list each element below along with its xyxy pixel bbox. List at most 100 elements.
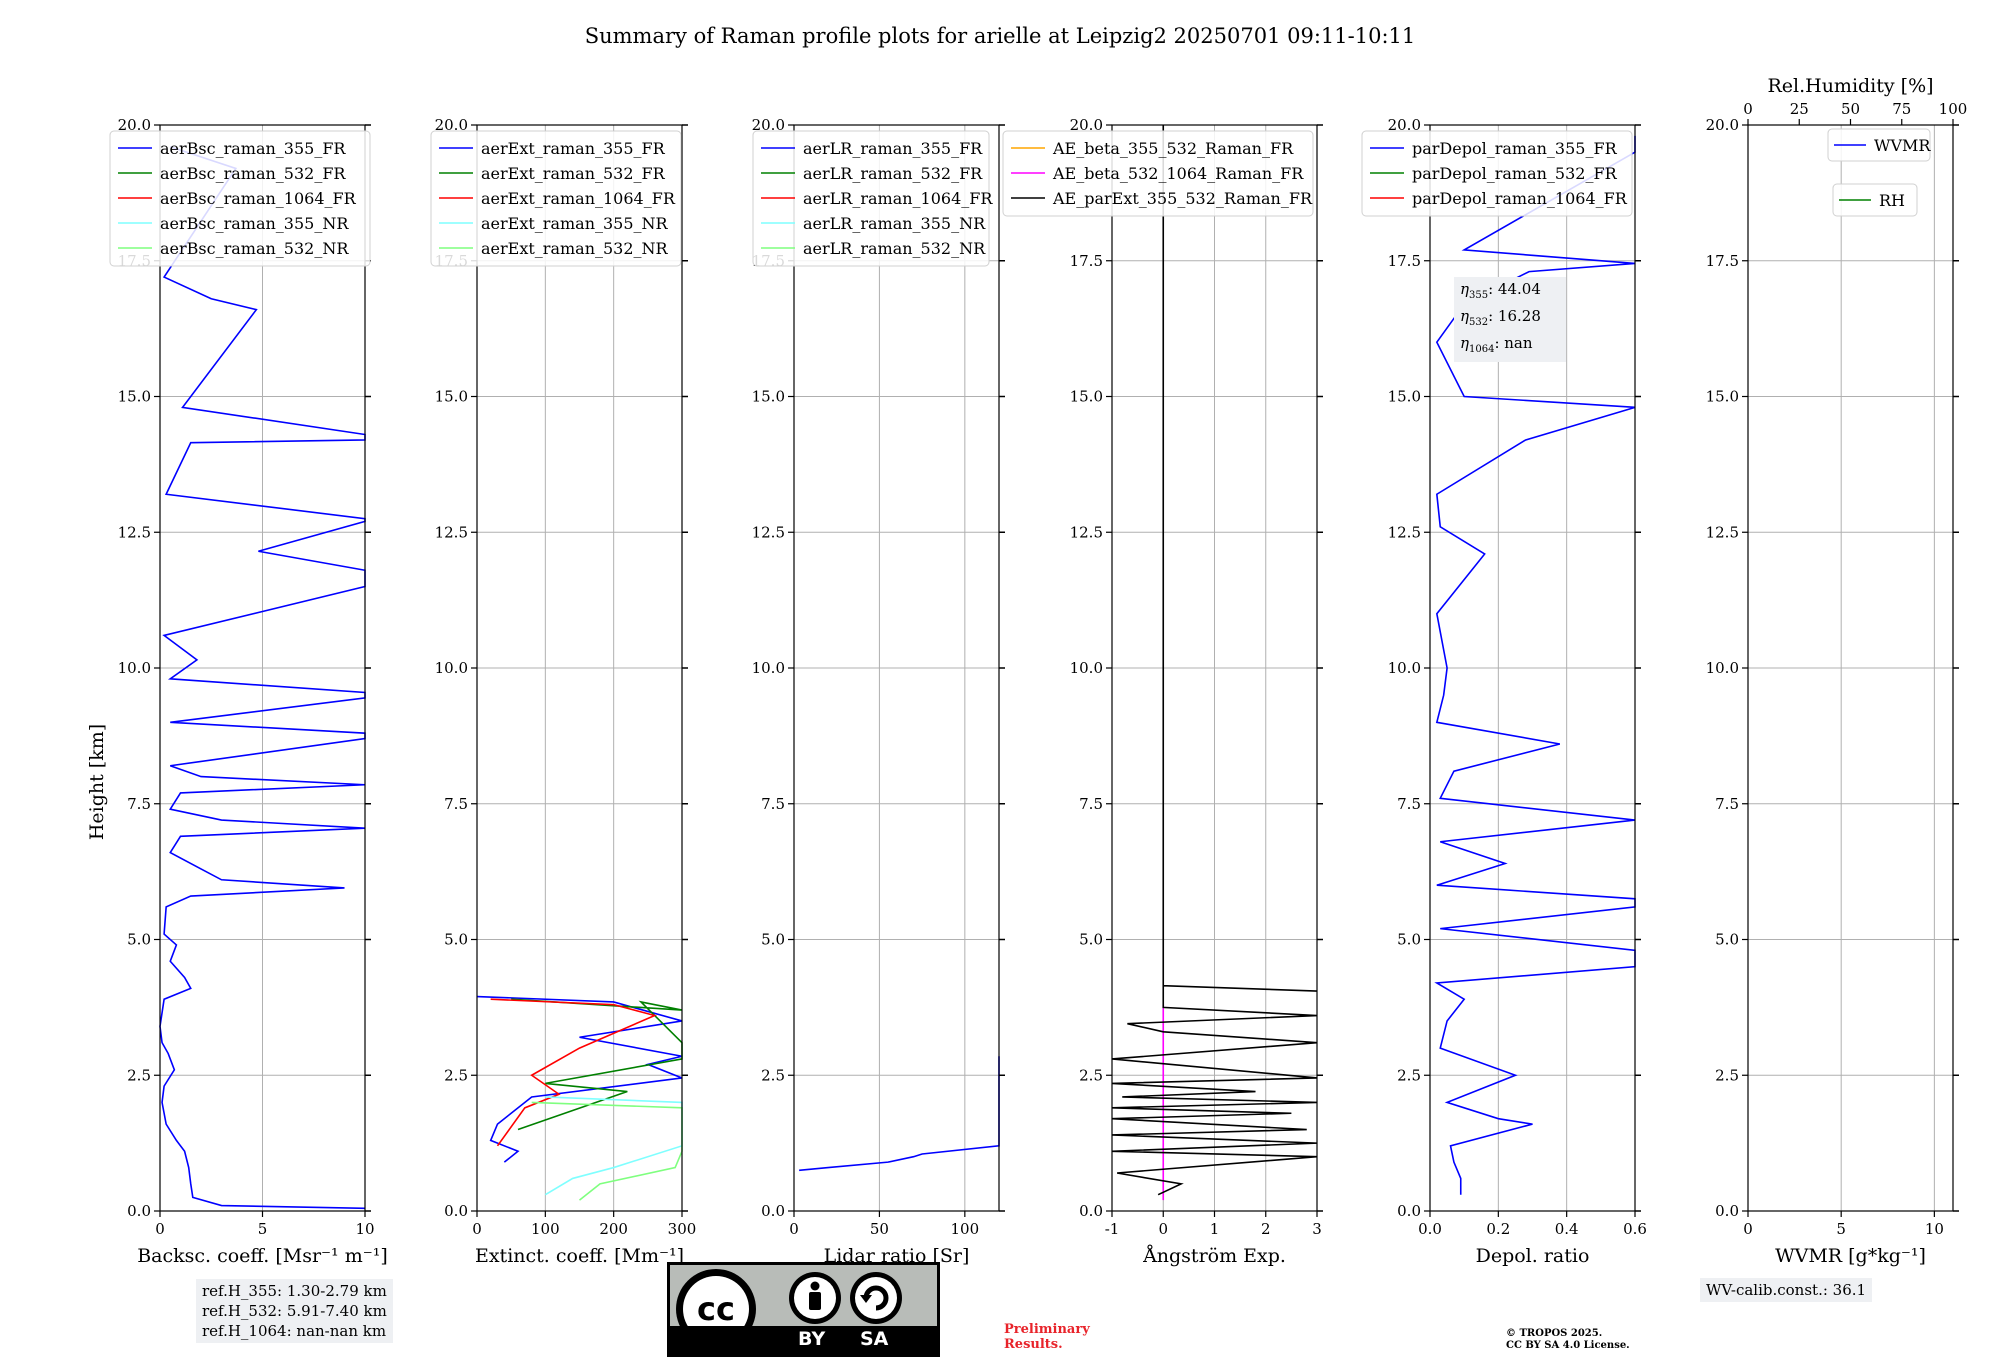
y-tick-label: 12.5 <box>118 523 151 541</box>
y-tick-label: 17.5 <box>1706 252 1739 270</box>
y-tick-label: 2.5 <box>1397 1066 1421 1084</box>
x-tick-label: 0 <box>1158 1220 1168 1238</box>
y-tick-label: 0.0 <box>761 1202 785 1220</box>
x-tick-label: 0 <box>1743 1220 1753 1238</box>
y-tick-label: 12.5 <box>1706 523 1739 541</box>
series-line-aerLR_raman_355_FR <box>799 1056 1000 1172</box>
preliminary-note: Preliminary Results. <box>1004 1322 1090 1352</box>
x-axis-label: WVMR [g*kg⁻¹] <box>1775 1245 1926 1267</box>
y-tick-label: 0.0 <box>127 1202 151 1220</box>
y-tick-label: 7.5 <box>1079 795 1103 813</box>
ref-h-1064: ref.H_1064: nan-nan km <box>202 1322 387 1340</box>
cc-letters: cc <box>697 1290 735 1328</box>
y-tick-label: 12.5 <box>435 523 468 541</box>
panel-2: 0.02.55.07.510.012.515.017.520.001002003… <box>430 116 696 1267</box>
y-tick-label: 12.5 <box>1070 523 1103 541</box>
x-tick-label: 3 <box>1312 1220 1322 1238</box>
y-tick-label: 15.0 <box>1070 388 1103 406</box>
eta-1064: η1064: nan <box>1460 334 1533 355</box>
reference-heights-box: ref.H_355: 1.30-2.79 km ref.H_532: 5.91-… <box>196 1279 393 1343</box>
legend-frame <box>430 130 682 267</box>
legend-label: aerBsc_raman_355_FR <box>160 139 346 158</box>
y-tick-label: 2.5 <box>1079 1066 1103 1084</box>
figure-title: Summary of Raman profile plots for ariel… <box>585 24 1416 48</box>
legend: aerLR_raman_355_FR aerLR_raman_532_FR aerL… <box>752 130 993 267</box>
y-tick-label: 15.0 <box>752 388 785 406</box>
legend-frame <box>1002 130 1314 217</box>
cc-sa-label: SA <box>860 1328 889 1350</box>
y-tick-label: 12.5 <box>1388 523 1421 541</box>
x-tick-label: 200 <box>599 1220 628 1238</box>
y-tick-label: 5.0 <box>127 931 151 949</box>
x-tick-label: 10 <box>355 1220 374 1238</box>
legend-label: parDepol_raman_1064_FR <box>1412 189 1628 208</box>
y-tick-label: 12.5 <box>752 523 785 541</box>
top-x-tick-label: 25 <box>1790 100 1809 118</box>
eta-annotation: η355: 44.04 η532: 16.28 η1064: nan <box>1454 277 1566 362</box>
y-tick-label: 20.0 <box>1070 116 1103 134</box>
y-tick-label: 10.0 <box>1070 659 1103 677</box>
y-tick-label: 15.0 <box>435 388 468 406</box>
y-tick-label: 10.0 <box>752 659 785 677</box>
legend-frame <box>1832 183 1918 217</box>
y-tick-label: 5.0 <box>1397 931 1421 949</box>
legend-label: parDepol_raman_355_FR <box>1412 139 1618 158</box>
x-tick-label: 0 <box>155 1220 165 1238</box>
y-tick-label: 7.5 <box>444 795 468 813</box>
y-tick-label: 20.0 <box>752 116 785 134</box>
top-x-tick-label: 75 <box>1892 100 1911 118</box>
y-tick-label: 7.5 <box>1397 795 1421 813</box>
legend-label: WVMR <box>1874 136 1931 155</box>
x-tick-label: 0.2 <box>1486 1220 1510 1238</box>
x-tick-label: 5 <box>258 1220 268 1238</box>
x-tick-label: 1 <box>1210 1220 1220 1238</box>
legend-label: aerLR_raman_355_FR <box>803 139 983 158</box>
legend-label: aerBsc_raman_1064_FR <box>160 189 357 208</box>
y-tick-label: 7.5 <box>1715 795 1739 813</box>
legend-label: aerLR_raman_1064_FR <box>803 189 993 208</box>
ref-h-355: ref.H_355: 1.30-2.79 km <box>202 1282 387 1300</box>
legend: parDepol_raman_355_FR parDepol_raman_532_… <box>1361 130 1633 217</box>
legend-frame <box>1361 130 1633 217</box>
y-tick-label: 10.0 <box>435 659 468 677</box>
x-axis-label: Ångström Exp. <box>1142 1245 1286 1267</box>
panel-6: 0.02.55.07.510.012.515.017.520.00 5 10WVMR… <box>1706 75 1968 1267</box>
legend-label: aerLR_raman_532_NR <box>803 239 986 258</box>
legend-rh: RH <box>1832 183 1918 217</box>
legend-frame <box>109 130 371 267</box>
y-tick-label: 0.0 <box>1397 1202 1421 1220</box>
legend-label: AE_beta_532_1064_Raman_FR <box>1052 164 1304 183</box>
y-tick-label: 7.5 <box>761 795 785 813</box>
y-tick-label: 0.0 <box>444 1202 468 1220</box>
y-tick-label: 5.0 <box>761 931 785 949</box>
series-line-AE_parExt_355_532_Raman_FR <box>1111 125 1318 1196</box>
legend-label: aerBsc_raman_532_FR <box>160 164 346 183</box>
y-tick-label: 2.5 <box>444 1066 468 1084</box>
x-tick-label: 50 <box>870 1220 889 1238</box>
legend-label: parDepol_raman_532_FR <box>1412 164 1618 183</box>
legend-frame <box>1827 128 1931 162</box>
y-tick-label: 20.0 <box>1388 116 1421 134</box>
legend-frame <box>752 130 990 267</box>
legend-label: aerBsc_raman_532_NR <box>160 239 349 258</box>
legend-label: aerExt_raman_355_NR <box>481 214 669 233</box>
y-tick-label: 10.0 <box>1706 659 1739 677</box>
x-tick-label: 0.6 <box>1623 1220 1647 1238</box>
eta-532: η532: 16.28 <box>1460 307 1541 328</box>
y-tick-label: 10.0 <box>118 659 151 677</box>
legend-label: aerLR_raman_355_NR <box>803 214 986 233</box>
x-axis-label: Backsc. coeff. [Msr⁻¹ m⁻¹] <box>137 1245 388 1267</box>
x-tick-label: -1 <box>1105 1220 1120 1238</box>
y-tick-label: 15.0 <box>118 388 151 406</box>
legend: AE_beta_355_532_Raman_FR AE_beta_532_1064… <box>1002 130 1314 217</box>
x-tick-label: 0.4 <box>1555 1220 1579 1238</box>
y-tick-label: 2.5 <box>761 1066 785 1084</box>
x-axis-label: Depol. ratio <box>1476 1245 1590 1267</box>
y-tick-label: 20.0 <box>1706 116 1739 134</box>
x-tick-label: 100 <box>951 1220 980 1238</box>
y-tick-label: 17.5 <box>1070 252 1103 270</box>
series-line-aerExt_raman_355_FR <box>476 995 683 1163</box>
cc-license-badge[interactable]: cc BY SA <box>667 1262 940 1357</box>
series-line-aerExt_raman_1064_FR <box>490 998 658 1147</box>
y-tick-label: 5.0 <box>1715 931 1739 949</box>
